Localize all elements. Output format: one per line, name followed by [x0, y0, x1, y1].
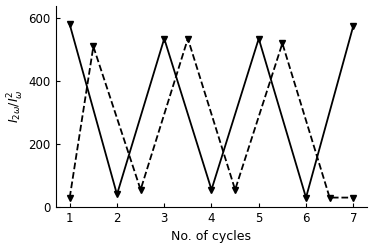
- X-axis label: No. of cycles: No. of cycles: [172, 230, 251, 244]
- Y-axis label: $I_{2\omega}/I_{\omega}^{2}$: $I_{2\omega}/I_{\omega}^{2}$: [6, 89, 26, 123]
